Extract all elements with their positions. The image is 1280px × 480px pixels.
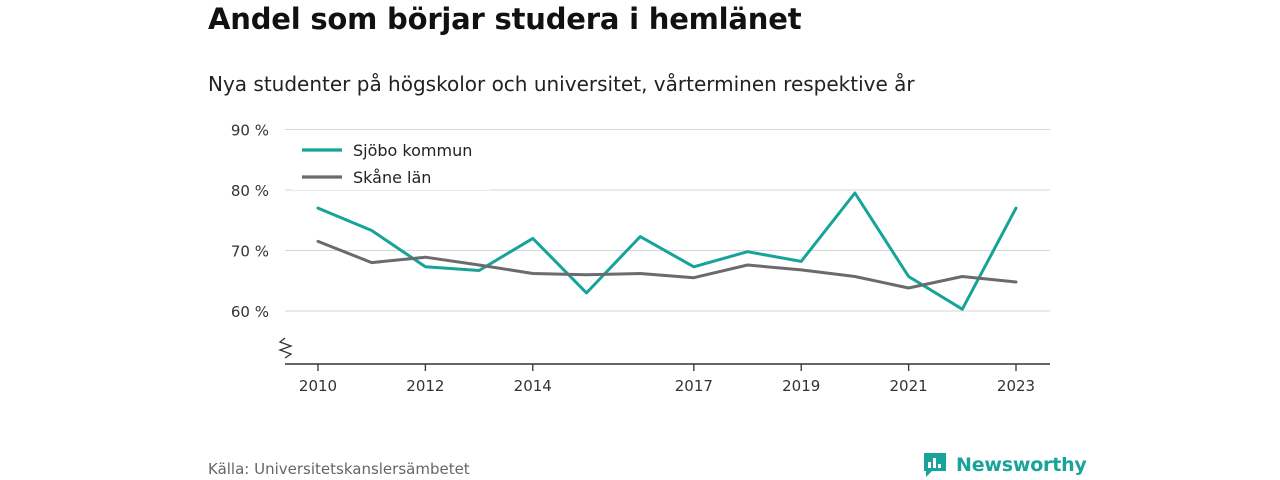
- axes: 60 % 70 % 80 % 90 % 2010 2012 2014 2017 2019 2021…: [231, 122, 1050, 395]
- y-tick-label: 90 %: [231, 122, 269, 140]
- legend-label: Sjöbo kommun: [353, 141, 472, 160]
- brand-logo: Newsworthy: [922, 451, 1087, 479]
- series-lines: [316, 191, 1018, 311]
- legend: Sjöbo kommun Skåne län: [292, 134, 490, 190]
- x-tick-label: 2014: [514, 377, 552, 395]
- x-tick-label: 2023: [997, 377, 1035, 395]
- x-tick-label: 2019: [782, 377, 820, 395]
- x-tick-label: 2012: [406, 377, 444, 395]
- series-line-1: [316, 191, 1018, 311]
- legend-background: [292, 134, 490, 190]
- gridlines: [285, 129, 1050, 312]
- y-tick-label: 70 %: [231, 243, 269, 261]
- newsworthy-logo-icon: [924, 453, 946, 477]
- axis-break-icon: [278, 337, 293, 359]
- chart-subtitle: Nya studenter på högskolor och universit…: [208, 72, 915, 96]
- series-line-2: [316, 239, 1018, 290]
- y-tick-label: 60 %: [231, 303, 269, 321]
- line-chart: 60 % 70 % 80 % 90 % 2010 2012 2014 2017 2019 2021…: [231, 122, 1050, 395]
- source-note: Källa: Universitetskanslersämbetet: [208, 460, 470, 478]
- chart-title: Andel som börjar studera i hemlänet: [208, 2, 802, 36]
- legend-label: Skåne län: [353, 168, 431, 187]
- y-tick-label: 80 %: [231, 182, 269, 200]
- x-tick-label: 2017: [675, 377, 713, 395]
- brand-name: Newsworthy: [956, 454, 1087, 476]
- x-tick-label: 2021: [890, 377, 928, 395]
- x-tick-label: 2010: [299, 377, 337, 395]
